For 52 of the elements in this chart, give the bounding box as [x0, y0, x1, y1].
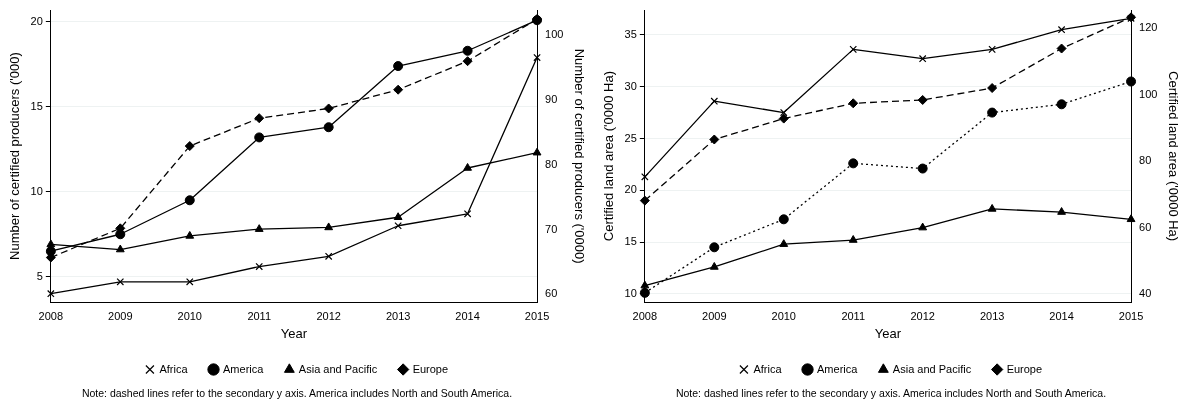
y-tick-label: 15 — [30, 99, 43, 112]
y-tick-label: 10 — [624, 286, 637, 299]
y2-axis-title: Number of certified producers ('0000) — [571, 48, 587, 264]
x-tick-label: 2012 — [316, 309, 341, 322]
y-axis-title: Certified land area ('0000 Ha) — [601, 71, 617, 242]
x-tick-label: 2011 — [247, 309, 272, 322]
y-tick-label: 5 — [36, 269, 43, 282]
x-tick-label: 2015 — [1118, 309, 1144, 322]
y2-tick-label: 40 — [1139, 286, 1152, 299]
x-tick-label: 2011 — [841, 309, 866, 322]
y-tick-label: 35 — [624, 27, 637, 40]
y2-tick-label: 100 — [545, 28, 564, 41]
legend-label: Africa — [753, 362, 783, 375]
legend-label: Europe — [412, 362, 449, 375]
x-tick-label: 2014 — [1049, 309, 1074, 322]
y2-axis-title: Certified land area ('0000 Ha) — [1165, 71, 1181, 242]
x-tick-label: 2009 — [108, 309, 133, 322]
x-tick-label: 2012 — [910, 309, 935, 322]
x-tick-label: 2009 — [702, 309, 727, 322]
y-axis-title: Number of certified producers ('000) — [7, 52, 23, 260]
x-tick-label: 2015 — [524, 309, 550, 322]
x-tick-label: 2010 — [177, 309, 202, 322]
x-tick-label: 2010 — [771, 309, 796, 322]
x-axis-title: Year — [280, 325, 308, 341]
x-tick-label: 2008 — [38, 309, 64, 322]
legend-label: Europe — [1006, 362, 1043, 375]
legend-label: Asia and Pacific — [298, 362, 378, 375]
x-tick-label: 2008 — [632, 309, 658, 322]
legend-label: Africa — [159, 362, 189, 375]
y-tick-label: 20 — [30, 14, 43, 27]
y2-tick-label: 100 — [1139, 87, 1158, 100]
legend-label: America — [223, 362, 265, 375]
legend-label: America — [817, 362, 859, 375]
y2-tick-label: 60 — [545, 287, 558, 300]
y2-tick-label: 70 — [545, 222, 558, 235]
y-tick-label: 10 — [30, 184, 43, 197]
y2-tick-label: 60 — [1139, 220, 1152, 233]
y-tick-label: 25 — [624, 131, 637, 144]
legend-label: Asia and Pacific — [892, 362, 972, 375]
y2-tick-label: 90 — [545, 93, 558, 106]
x-tick-label: 2014 — [455, 309, 480, 322]
x-tick-label: 2013 — [979, 309, 1005, 322]
y2-tick-label: 120 — [1139, 21, 1158, 34]
y-tick-label: 30 — [624, 79, 637, 92]
x-tick-label: 2013 — [385, 309, 411, 322]
x-axis-title: Year — [874, 325, 902, 341]
y-tick-label: 15 — [624, 235, 637, 248]
text: Note: dashed lines refer to the secondary y axis. America includes North and South America. — [674, 387, 1108, 399]
text: Note: dashed lines refer to the secondary y axis. America includes North and South America. — [80, 387, 514, 399]
y-tick-label: 20 — [624, 183, 637, 196]
y2-tick-label: 80 — [1139, 154, 1152, 167]
y2-tick-label: 80 — [545, 157, 558, 170]
